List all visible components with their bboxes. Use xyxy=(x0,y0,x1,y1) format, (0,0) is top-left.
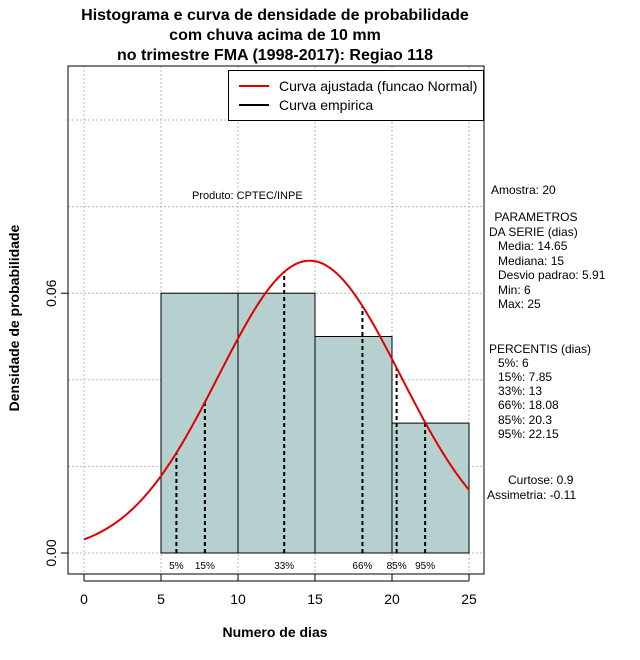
stat-curtose: Curtose: 0.9 xyxy=(508,473,574,487)
percentile-lines xyxy=(175,271,427,553)
x-tick-label-5: 5 xyxy=(157,591,165,607)
legend-label-fitted: Curva ajustada (funcao Normal) xyxy=(279,78,478,94)
chart-title-line-3: no trimestre FMA (1998-2017): Regiao 118 xyxy=(117,47,433,64)
fitted-curve xyxy=(83,259,470,541)
x-tick-label-20: 20 xyxy=(384,591,400,607)
stat-p15: 15%: 7.85 xyxy=(498,370,553,384)
histogram-bar-20-25 xyxy=(391,422,470,554)
legend-item-empirical: Curva empirica xyxy=(239,96,373,114)
histogram-bar-5-10 xyxy=(160,292,239,554)
percentile-label-95: 95% xyxy=(415,561,435,572)
stat-amostra: Amostra: 20 xyxy=(491,183,556,197)
histogram-bar-10-15 xyxy=(237,292,316,554)
stat-p85: 85%: 20.3 xyxy=(498,413,553,427)
percentile-label-5: 5% xyxy=(169,561,184,572)
percentile-label-33: 33% xyxy=(274,561,294,572)
stat-desvio: Desvio padrao: 5.91 xyxy=(498,268,606,282)
x-tick-label-10: 10 xyxy=(230,591,246,607)
y-tick-label-0.00: 0.00 xyxy=(43,539,59,566)
percentile-label-85: 85% xyxy=(387,561,407,572)
legend-item-fitted: Curva ajustada (funcao Normal) xyxy=(239,77,477,95)
histogram-bar-15-20 xyxy=(314,336,393,554)
stat-percentis-header: PERCENTIS (dias) xyxy=(489,342,592,356)
chart-title-line-2: com chuva acima de 10 mm xyxy=(169,27,381,44)
legend: Curva ajustada (funcao Normal) Curva emp… xyxy=(228,70,484,121)
percentile-labels: 5% 15% 33% 66% 85% 95% xyxy=(169,561,435,572)
stat-media: Media: 14.65 xyxy=(498,239,568,253)
chart-title-line-1: Histograma e curva de densidade de proba… xyxy=(81,7,469,24)
stat-params-header-1: PARAMETROS xyxy=(491,210,578,224)
stat-params-header-2: DA SERIE (dias) xyxy=(489,225,578,239)
stat-p66: 66%: 18.08 xyxy=(498,398,559,412)
y-tick-label-0.06: 0.06 xyxy=(43,279,59,306)
axes: 0 5 10 15 20 25 0.00 0.06 xyxy=(43,279,477,607)
x-tick-label-0: 0 xyxy=(80,591,88,607)
percentile-label-66: 66% xyxy=(352,561,372,572)
stat-min: Min: 6 xyxy=(498,283,531,297)
legend-swatch-empirical xyxy=(239,104,269,106)
fitted-normal-curve xyxy=(83,259,470,541)
product-label: Produto: CPTEC/INPE xyxy=(192,190,303,202)
stat-assimetria: Assimetria: -0.11 xyxy=(487,488,577,502)
percentile-label-15: 15% xyxy=(195,561,215,572)
histogram-bars xyxy=(160,292,470,554)
stat-mediana: Mediana: 15 xyxy=(498,254,565,268)
legend-swatch-fitted xyxy=(239,85,269,87)
x-tick-label-25: 25 xyxy=(461,591,477,607)
legend-label-empirical: Curva empirica xyxy=(279,97,374,113)
stat-p33: 33%: 13 xyxy=(498,384,543,398)
x-axis-label: Numero de dias xyxy=(222,624,328,640)
stat-p5: 5%: 6 xyxy=(498,356,529,370)
stat-max: Max: 25 xyxy=(498,297,541,311)
y-axis-label: Densidade de probabilidade xyxy=(6,224,22,412)
x-tick-label-15: 15 xyxy=(307,591,323,607)
stat-p95: 95%: 22.15 xyxy=(498,427,559,441)
